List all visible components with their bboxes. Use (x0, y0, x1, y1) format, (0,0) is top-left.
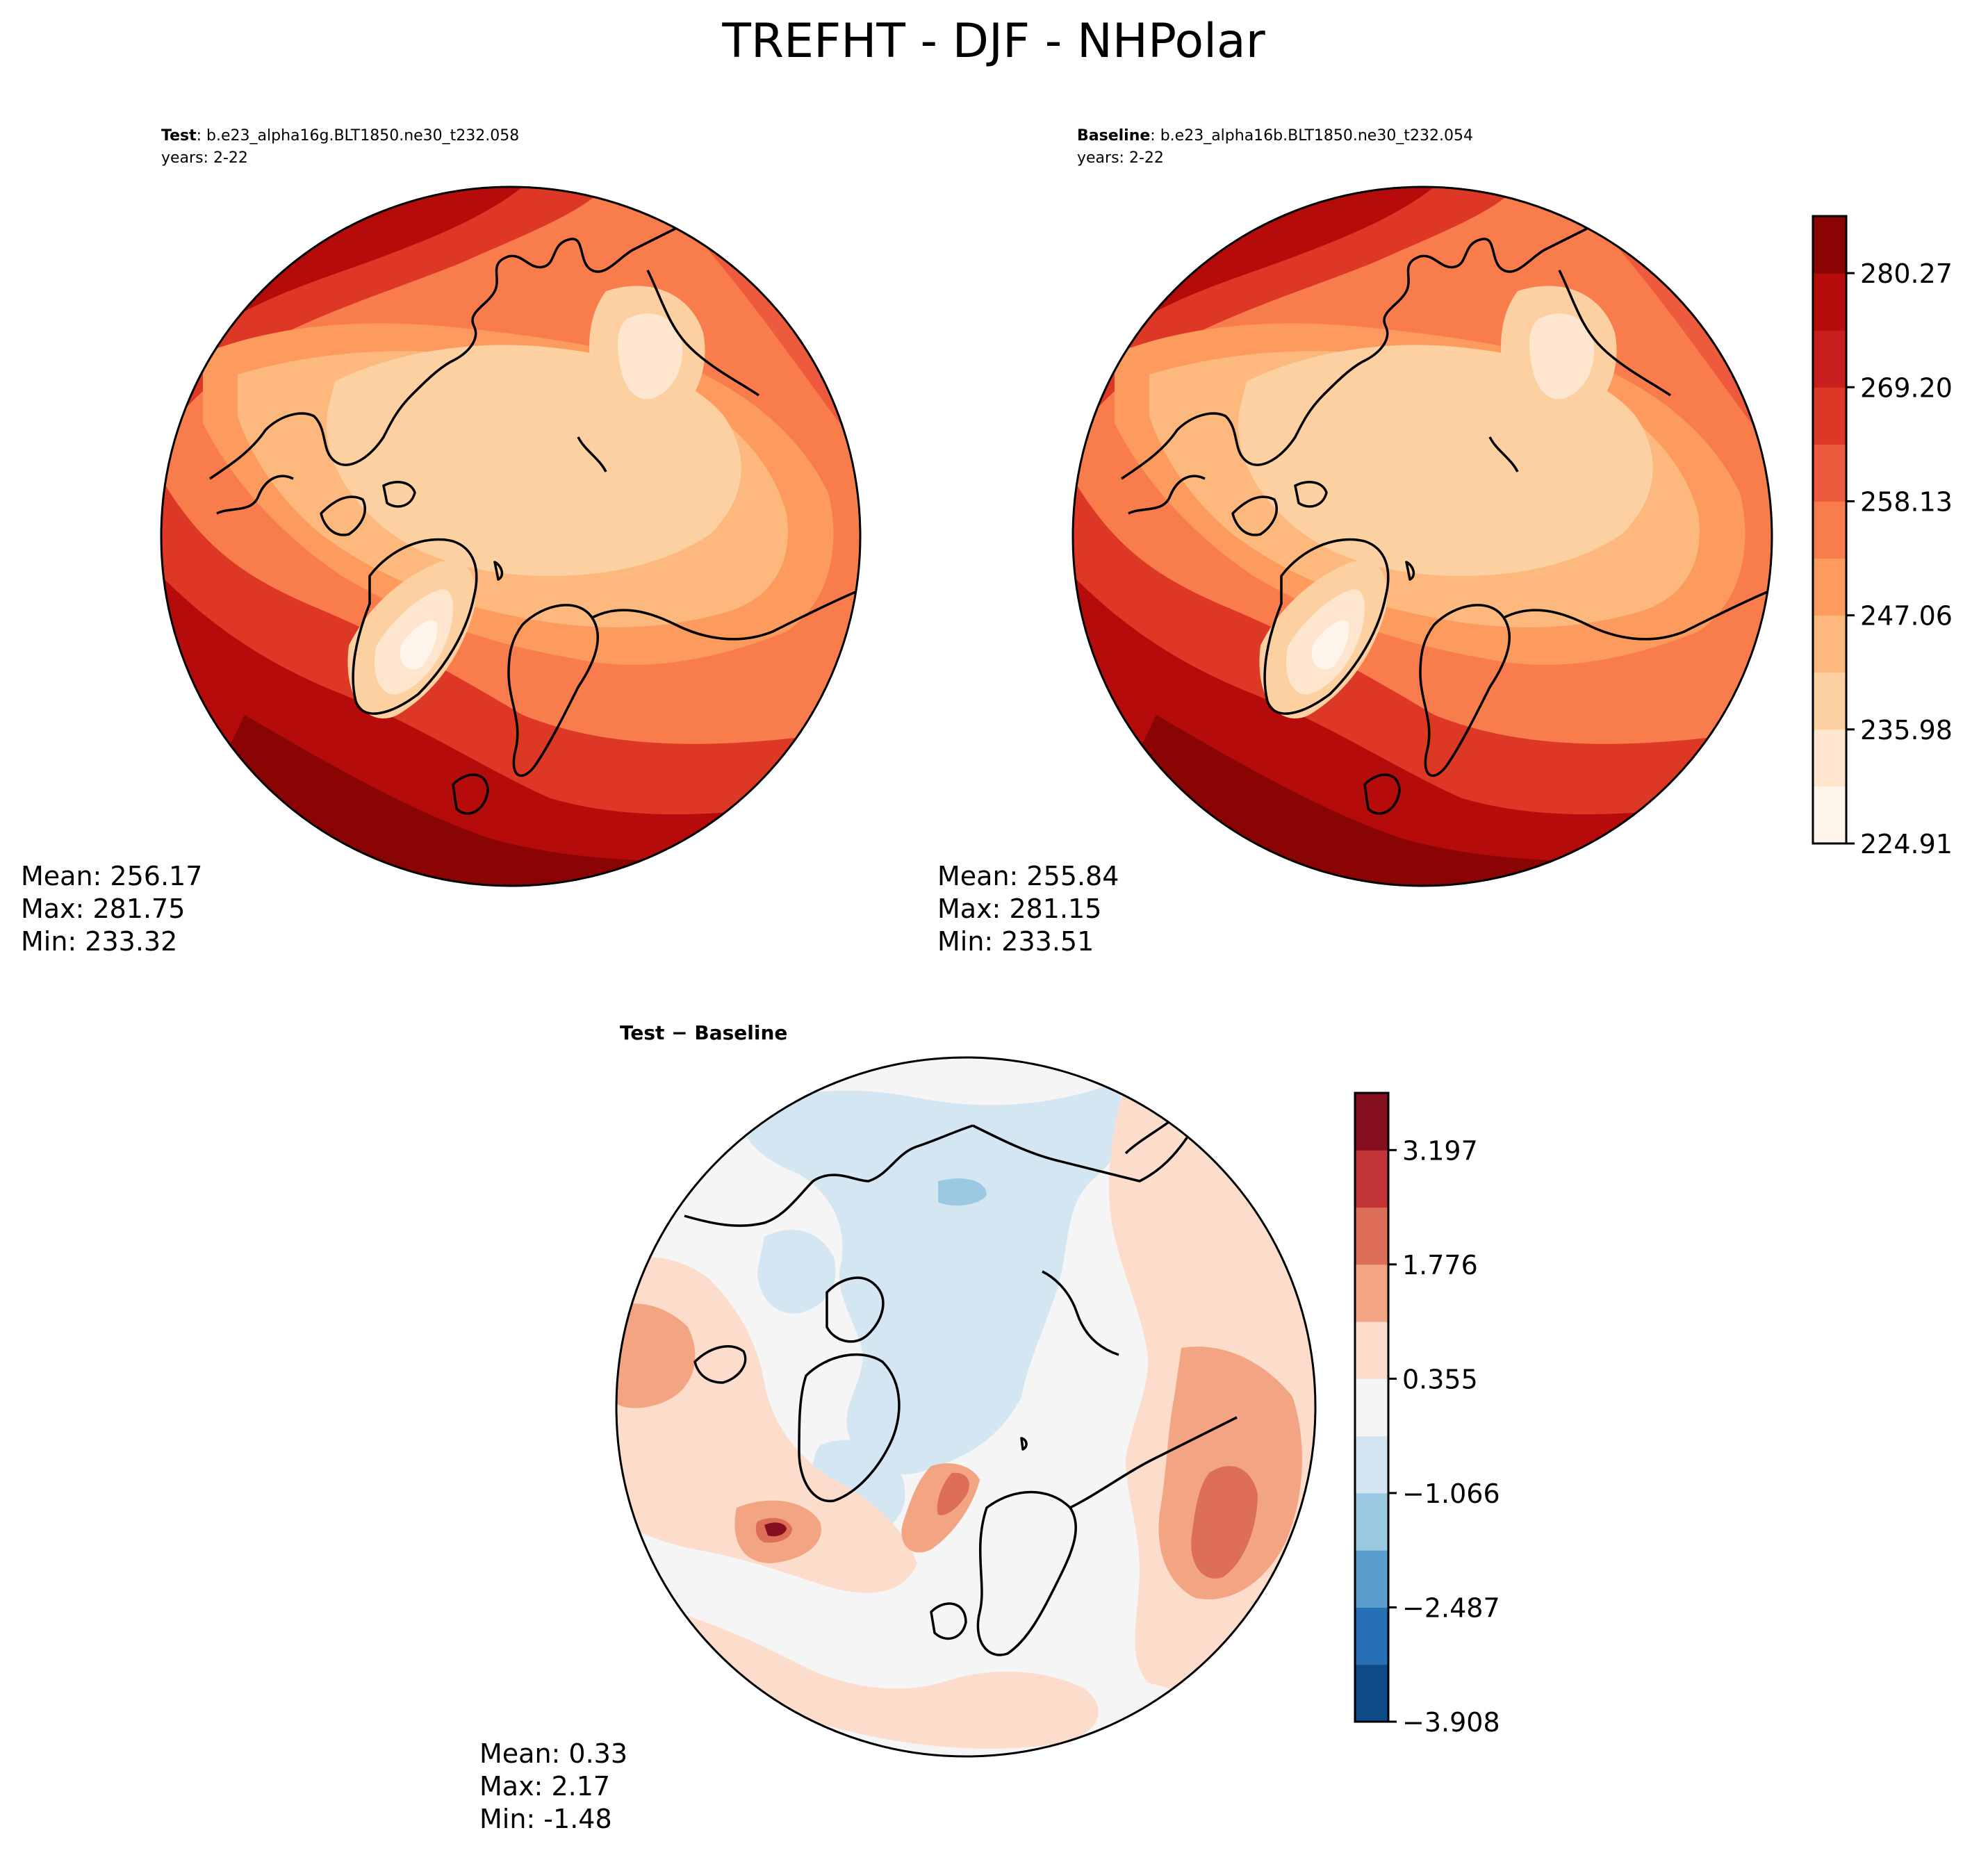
difference-colorbar-frame (1354, 1092, 1390, 1723)
test-map (160, 186, 862, 887)
difference-colorbar-tick-label: 1.776 (1402, 1250, 1478, 1280)
temperature-colorbar-tick-label: 224.91 (1860, 829, 1953, 859)
baseline-max: Max: 281.15 (937, 893, 1101, 924)
baseline-min: Min: 233.51 (937, 926, 1094, 957)
difference-colorbar-swatch (1355, 1607, 1388, 1665)
temperature-colorbar-swatch (1813, 273, 1846, 331)
difference-label: Test − Baseline (620, 1021, 787, 1044)
test-mean: Mean: 256.17 (21, 861, 202, 891)
difference-colorbar-tick-label: 3.197 (1402, 1135, 1478, 1166)
test-years: years: 2-22 (161, 149, 248, 167)
difference-colorbar-swatch (1355, 1378, 1388, 1437)
difference-colorbar-swatch (1355, 1550, 1388, 1608)
difference-mean: Mean: 0.33 (479, 1738, 627, 1769)
temperature-colorbar-tick-label: 235.98 (1860, 715, 1953, 746)
temperature-colorbar: 224.91 235.98 247.06 258.13 269.20 280.27 (1812, 215, 1953, 859)
temperature-colorbar-swatch (1813, 216, 1846, 274)
test-min: Min: 233.32 (21, 926, 177, 957)
difference-colorbar-swatch (1355, 1264, 1388, 1322)
difference-colorbar-swatch (1355, 1321, 1388, 1379)
temperature-colorbar-frame (1812, 215, 1848, 845)
difference-colorbar-tick-label: −2.487 (1402, 1592, 1500, 1623)
difference-colorbar-tick-label: −1.066 (1402, 1479, 1500, 1509)
difference-map (615, 1056, 1317, 1758)
difference-colorbar-swatch (1355, 1150, 1388, 1208)
baseline-label: Baseline: b.e23_alpha16b.BLT1850.ne30_t2… (1077, 127, 1473, 145)
difference-colorbar-swatch (1355, 1664, 1388, 1722)
temperature-colorbar-tick-label: 280.27 (1860, 258, 1953, 289)
test-label: Test: b.e23_alpha16g.BLT1850.ne30_t232.0… (161, 127, 519, 145)
difference-colorbar-tick-label: −3.908 (1402, 1707, 1500, 1738)
difference-colorbar-tick-label: 0.355 (1402, 1364, 1478, 1394)
temperature-colorbar-tick-label: 247.06 (1860, 601, 1953, 632)
temperature-colorbar-swatch (1813, 729, 1846, 787)
temperature-colorbar-swatch (1813, 558, 1846, 616)
difference-min: Min: -1.48 (479, 1804, 612, 1834)
baseline-map (1071, 186, 1773, 887)
difference-colorbar-swatch (1355, 1492, 1388, 1551)
difference-max: Max: 2.17 (479, 1771, 610, 1802)
difference-colorbar-swatch (1355, 1207, 1388, 1265)
temperature-colorbar-swatch (1813, 387, 1846, 445)
temperature-colorbar-swatch (1813, 501, 1846, 559)
baseline-mean: Mean: 255.84 (937, 861, 1119, 891)
temperature-colorbar-swatch (1813, 330, 1846, 388)
temperature-colorbar-tick-label: 269.20 (1860, 372, 1953, 403)
difference-colorbar: −3.908 −2.487 −1.066 0.355 1.776 3.197 (1354, 1092, 1500, 1738)
temperature-colorbar-swatch (1813, 615, 1846, 673)
temperature-colorbar-swatch (1813, 444, 1846, 502)
baseline-years: years: 2-22 (1077, 149, 1164, 167)
difference-colorbar-swatch (1355, 1093, 1388, 1151)
temperature-colorbar-swatch (1813, 672, 1846, 730)
difference-colorbar-swatch (1355, 1435, 1388, 1494)
test-max: Max: 281.75 (21, 893, 185, 924)
figure-title: TREFHT - DJF - NHPolar (721, 14, 1265, 69)
temperature-colorbar-tick-label: 258.13 (1860, 486, 1953, 517)
temperature-colorbar-swatch (1813, 786, 1846, 844)
